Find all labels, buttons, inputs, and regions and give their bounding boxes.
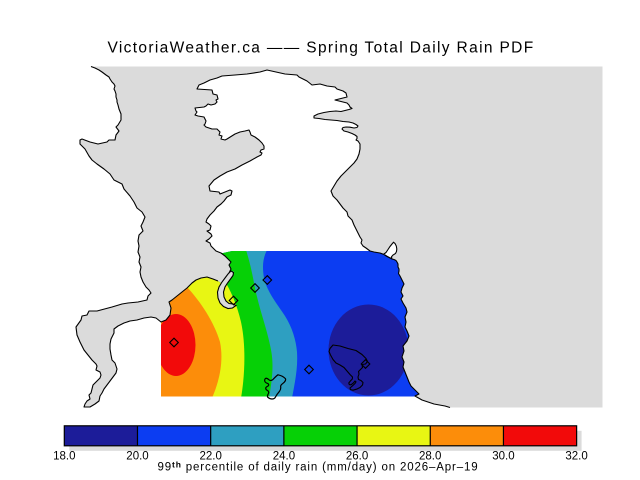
svg-text:VictoriaWeather.ca —— Spring T: VictoriaWeather.ca —— Spring Total Daily… — [107, 40, 534, 57]
svg-text:32.0: 32.0 — [565, 451, 587, 463]
svg-text:28.0: 28.0 — [419, 451, 441, 463]
svg-text:26.0: 26.0 — [346, 451, 368, 463]
svg-text:20.0: 20.0 — [126, 451, 148, 463]
svg-text:18.0: 18.0 — [53, 451, 75, 463]
svg-text:99th percentile of daily rain: 99th percentile of daily rain (mm/day) o… — [158, 460, 479, 474]
svg-text:30.0: 30.0 — [492, 451, 514, 463]
svg-text:22.0: 22.0 — [200, 451, 222, 463]
svg-text:24.0: 24.0 — [273, 451, 295, 463]
